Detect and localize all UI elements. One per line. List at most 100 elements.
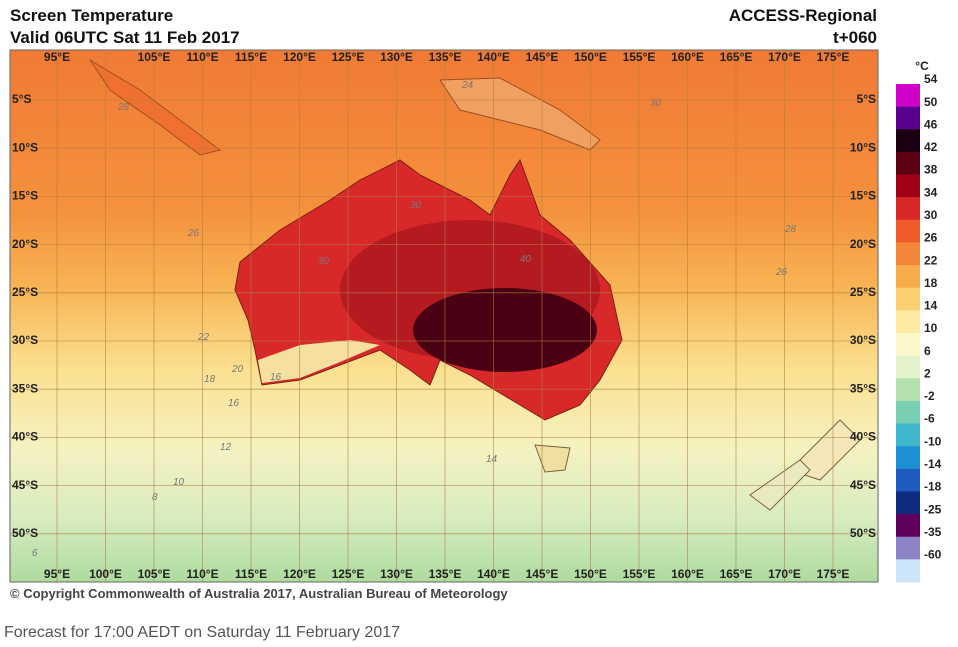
legend-swatch — [896, 378, 920, 402]
bottom-lon-label: 95°E — [44, 567, 70, 581]
contour-label: 16 — [228, 398, 240, 409]
model: ACCESS-Regional — [729, 6, 877, 25]
legend-label: -60 — [924, 548, 942, 562]
top-lon-label: 130°E — [380, 50, 413, 64]
left-lat-label: 45°S — [12, 478, 38, 492]
top-lon-label: 115°E — [235, 50, 267, 64]
left-lat-label: 40°S — [12, 430, 38, 444]
hottest-zone — [413, 288, 597, 372]
right-lat-label: 5°S — [857, 92, 876, 106]
legend-label: -35 — [924, 525, 942, 539]
legend-swatch — [896, 400, 920, 425]
legend-label: 14 — [924, 299, 938, 313]
legend-swatch — [896, 84, 920, 108]
right-lat-label: 40°S — [850, 430, 876, 444]
legend-swatch — [896, 151, 920, 176]
bottom-lon-label: 120°E — [283, 567, 316, 581]
top-lon-label: 125°E — [332, 50, 365, 64]
caption: Forecast for 17:00 AEDT on Saturday 11 F… — [4, 624, 400, 641]
left-lat-label: 50°S — [12, 526, 38, 540]
copyright: © Copyright Commonwealth of Australia 20… — [10, 586, 508, 601]
top-lon-label: 175°E — [817, 50, 850, 64]
legend-swatch — [896, 536, 920, 560]
top-lon-label: 140°E — [477, 50, 510, 64]
legend-label: -6 — [924, 412, 935, 426]
contour-label: 26 — [187, 228, 200, 239]
left-lat-label: 25°S — [12, 285, 38, 299]
top-lon-label: 155°E — [623, 50, 656, 64]
bottom-lon-label: 155°E — [623, 567, 656, 581]
sumatra — [89, 59, 222, 156]
legend-label: 18 — [924, 276, 938, 290]
bottom-lon-label: 170°E — [768, 567, 801, 581]
contour-label: 12 — [220, 442, 232, 453]
lead-time: t+060 — [833, 28, 877, 47]
legend-swatch — [896, 219, 920, 243]
right-lat-label: 45°S — [850, 478, 876, 492]
right-lat-label: 10°S — [850, 140, 876, 154]
legend-swatch — [896, 265, 920, 289]
bottom-lon-label: 100°E — [89, 567, 122, 581]
legend-swatch — [896, 491, 920, 515]
bottom-lon-label: 130°E — [380, 567, 413, 581]
left-lat-label: 30°S — [12, 333, 38, 347]
top-lon-label: 145°E — [526, 50, 559, 64]
contour-label: 14 — [486, 454, 498, 465]
contour-label: 26 — [775, 267, 788, 278]
legend-swatch — [896, 197, 920, 221]
right-lat-label: 50°S — [850, 526, 876, 540]
top-lon-label: 120°E — [283, 50, 316, 64]
top-lon-label: 170°E — [768, 50, 801, 64]
legend-label: -25 — [924, 502, 942, 516]
bottom-lon-label: 125°E — [332, 567, 365, 581]
top-lon-label: 165°E — [720, 50, 753, 64]
top-lon-label: 150°E — [574, 50, 607, 64]
nz-south — [749, 459, 811, 511]
legend-swatch — [896, 174, 920, 198]
right-lat-label: 35°S — [850, 381, 876, 395]
contour-label: 10 — [173, 477, 185, 488]
legend-label: 6 — [924, 344, 931, 358]
legend-swatch — [896, 310, 920, 334]
contour-label: 28 — [784, 224, 797, 235]
left-lat-label: 5°S — [12, 92, 31, 106]
left-lat-label: 20°S — [12, 237, 38, 251]
legend-swatch — [896, 423, 920, 447]
right-lat-label: 20°S — [850, 237, 876, 251]
legend-label: 34 — [924, 185, 938, 199]
contour-label: 22 — [197, 332, 210, 343]
legend-swatch — [896, 333, 920, 357]
legend-label: -2 — [924, 389, 935, 403]
top-lon-label: 105°E — [138, 50, 171, 64]
title: Screen Temperature — [10, 6, 173, 25]
contour-label: 30 — [410, 200, 422, 211]
left-lat-label: 35°S — [12, 381, 38, 395]
legend-swatch — [896, 468, 920, 492]
legend-label: 22 — [924, 253, 938, 267]
legend-label: 42 — [924, 140, 938, 154]
legend-swatch — [896, 287, 920, 311]
left-lat-label: 10°S — [12, 140, 38, 154]
top-lon-label: 135°E — [429, 50, 462, 64]
new-guinea — [439, 77, 601, 151]
contour-label: 8 — [152, 492, 158, 503]
legend-label: -10 — [924, 434, 942, 448]
legend-label: 54 — [924, 72, 938, 86]
contour-label: 24 — [461, 80, 474, 91]
contour-label: 16 — [270, 372, 282, 383]
bottom-lon-label: 165°E — [720, 567, 753, 581]
bottom-lon-label: 140°E — [477, 567, 510, 581]
top-lon-label: 160°E — [671, 50, 704, 64]
legend-label: 38 — [924, 163, 938, 177]
legend-swatch — [896, 242, 920, 266]
contour-label: 28 — [117, 102, 130, 113]
contour-label: 18 — [204, 374, 216, 385]
bottom-lon-label: 145°E — [526, 567, 559, 581]
bottom-lon-label: 115°E — [235, 567, 267, 581]
bottom-lon-label: 160°E — [671, 567, 704, 581]
legend-swatch — [896, 129, 920, 153]
legend-label: 26 — [924, 231, 938, 245]
bottom-lon-label: 135°E — [429, 567, 462, 581]
legend-label: 46 — [924, 117, 938, 131]
